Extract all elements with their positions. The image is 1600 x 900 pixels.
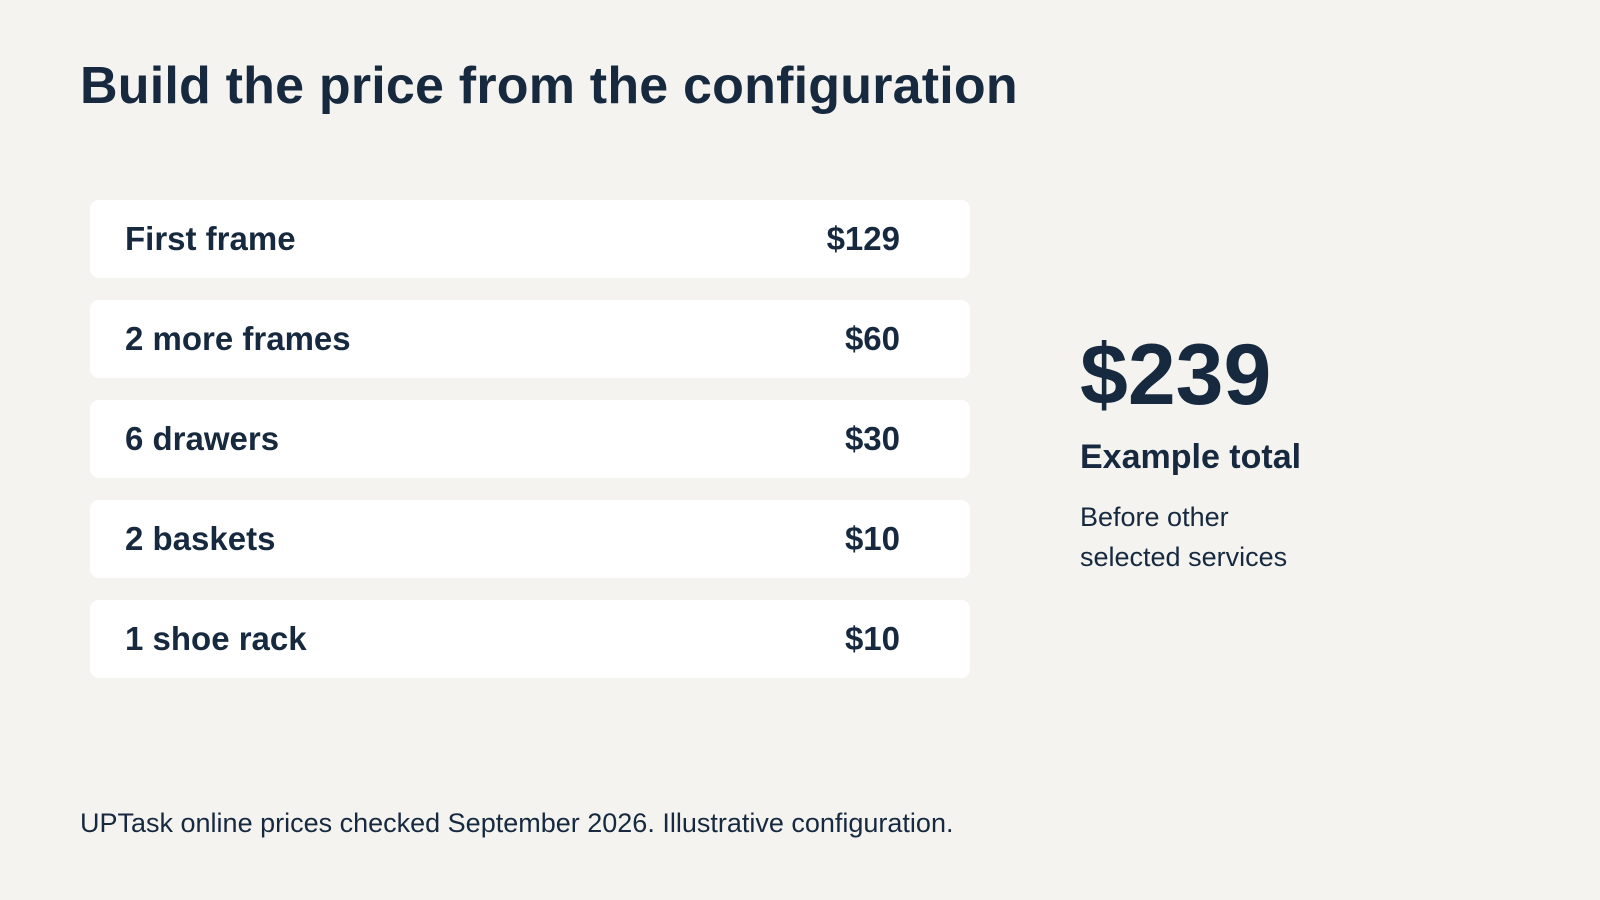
total-note: Before other selected services — [1080, 502, 1288, 572]
total-summary: $239 Example total Before other selected… — [1080, 332, 1320, 577]
source-footnote: UPTask online prices checked September 2… — [80, 808, 954, 838]
line-item-label: 2 more frames — [125, 320, 351, 357]
line-item-price: $60 — [844, 320, 900, 357]
line-item-price: $10 — [844, 620, 900, 657]
line-item-baskets: 2 baskets $10 — [90, 500, 970, 578]
line-item-more-frames: 2 more frames $60 — [90, 300, 970, 378]
line-item-price: $10 — [844, 520, 900, 557]
line-item-price: $30 — [844, 420, 900, 457]
line-item-drawers: 6 drawers $30 — [90, 400, 970, 478]
line-item-label: 2 baskets — [125, 520, 276, 557]
line-item-price: $129 — [826, 220, 900, 257]
line-item-label: 6 drawers — [125, 420, 280, 457]
line-item-shoe-rack: 1 shoe rack $10 — [90, 600, 970, 678]
line-item-first-frame: First frame $129 — [90, 200, 970, 278]
total-amount: $239 — [1080, 327, 1272, 423]
line-item-label: 1 shoe rack — [125, 620, 307, 657]
page-title: Build the price from the configuration — [80, 57, 1018, 115]
line-item-label: First frame — [125, 220, 296, 257]
price-line-items: First frame $129 2 more frames $60 6 dra… — [90, 200, 970, 700]
total-label: Example total — [1080, 438, 1302, 476]
